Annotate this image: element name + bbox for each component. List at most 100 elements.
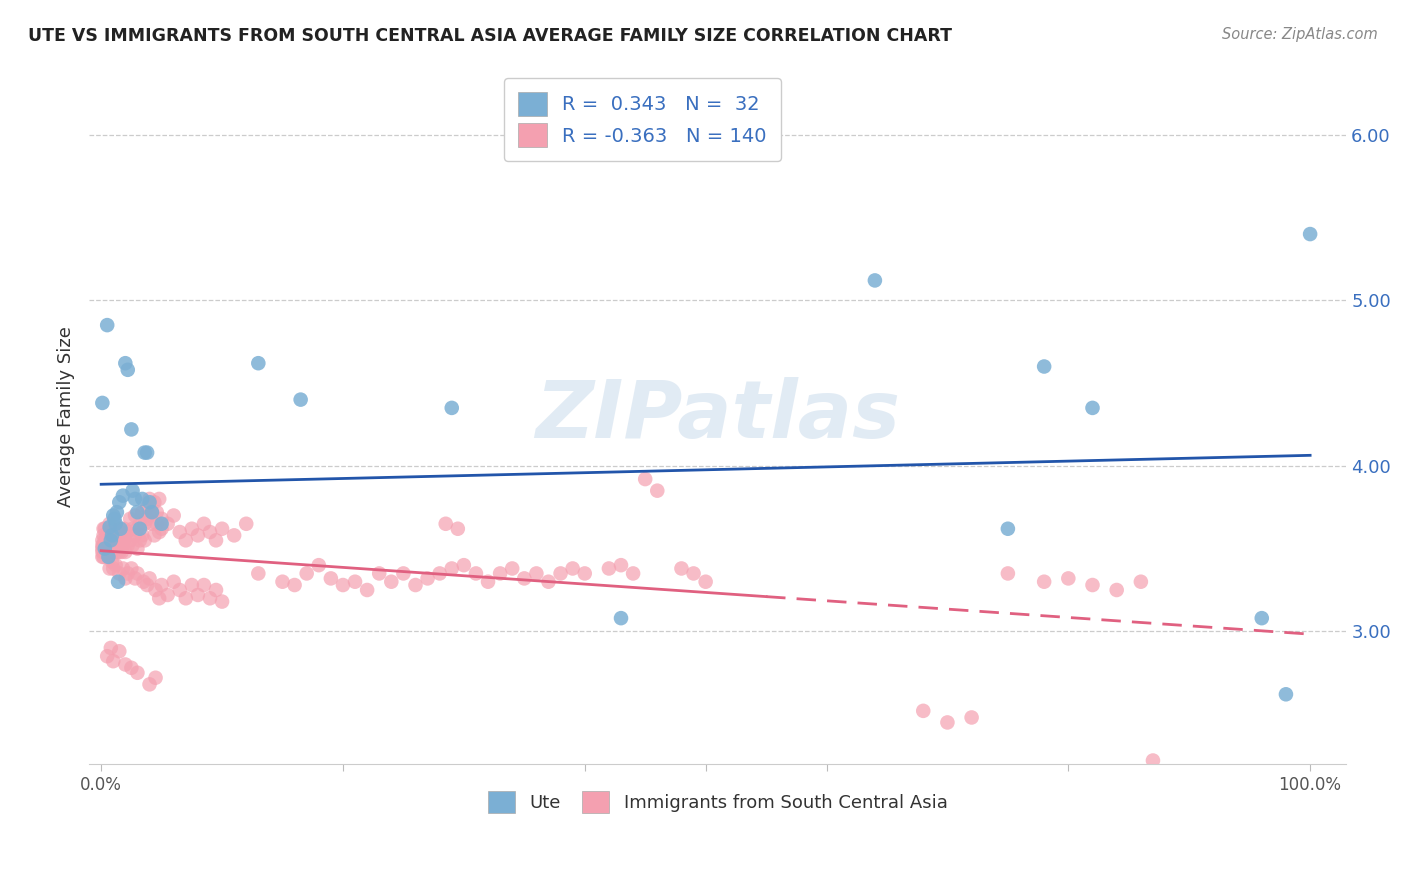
Point [180,522,202,536]
Point [143,495,166,509]
Point [91,541,114,556]
Point [124,528,146,542]
Point [416,571,439,585]
Point [127,522,149,536]
Point [145,582,167,597]
Point [108,533,131,548]
Point [150,578,173,592]
Point [117,524,139,539]
Point [91,545,114,559]
Point [108,522,131,536]
Point [537,574,560,589]
Point [110,538,132,552]
Point [1033,359,1056,374]
Point [621,566,644,581]
Point [574,566,596,581]
Point [1129,574,1152,589]
Point [960,710,983,724]
Point [97,538,120,552]
Point [308,558,330,573]
Point [110,524,132,539]
Point [91,396,114,410]
Point [1033,574,1056,589]
Point [96,528,118,542]
Point [211,522,233,536]
Point [96,318,118,332]
Point [101,528,124,542]
Point [103,541,125,556]
Point [550,566,572,581]
Point [96,545,118,559]
Point [356,582,378,597]
Point [94,533,117,548]
Point [111,533,134,548]
Point [524,566,547,581]
Text: Source: ZipAtlas.com: Source: ZipAtlas.com [1222,27,1378,42]
Point [105,533,128,548]
Text: ZIPatlas: ZIPatlas [536,377,900,455]
Point [91,533,114,548]
Point [124,491,146,506]
Point [108,545,131,559]
Point [169,582,191,597]
Point [93,549,115,564]
Point [477,574,499,589]
Point [247,566,270,581]
Point [1275,687,1298,701]
Point [136,500,159,515]
Point [103,508,125,523]
Point [136,578,159,592]
Point [447,522,470,536]
Point [134,533,156,548]
Point [114,571,136,585]
Point [127,505,149,519]
Point [127,566,149,581]
Point [163,574,186,589]
Point [169,524,191,539]
Point [94,545,117,559]
Point [114,528,136,542]
Point [93,538,115,552]
Point [101,545,124,559]
Point [319,571,342,585]
Point [100,640,122,655]
Point [111,561,134,575]
Point [271,574,294,589]
Point [103,654,125,668]
Point [98,520,121,534]
Point [100,545,122,559]
Point [98,516,121,531]
Point [136,445,159,459]
Point [100,538,122,552]
Point [132,574,155,589]
Point [429,566,451,581]
Point [295,566,318,581]
Point [111,489,134,503]
Point [143,528,166,542]
Point [1057,571,1080,585]
Point [174,591,197,606]
Point [138,508,160,523]
Point [936,715,959,730]
Point [1250,611,1272,625]
Point [121,538,143,552]
Point [131,528,153,542]
Point [94,541,117,556]
Point [138,491,160,506]
Point [134,445,156,459]
Point [96,538,118,552]
Point [128,533,150,548]
Point [114,356,136,370]
Point [695,574,717,589]
Point [120,561,142,575]
Point [114,657,136,672]
Point [141,505,163,519]
Point [121,522,143,536]
Point [98,533,121,548]
Point [108,644,131,658]
Point [91,549,114,564]
Point [94,541,117,556]
Point [193,516,215,531]
Point [392,566,415,581]
Point [863,273,886,287]
